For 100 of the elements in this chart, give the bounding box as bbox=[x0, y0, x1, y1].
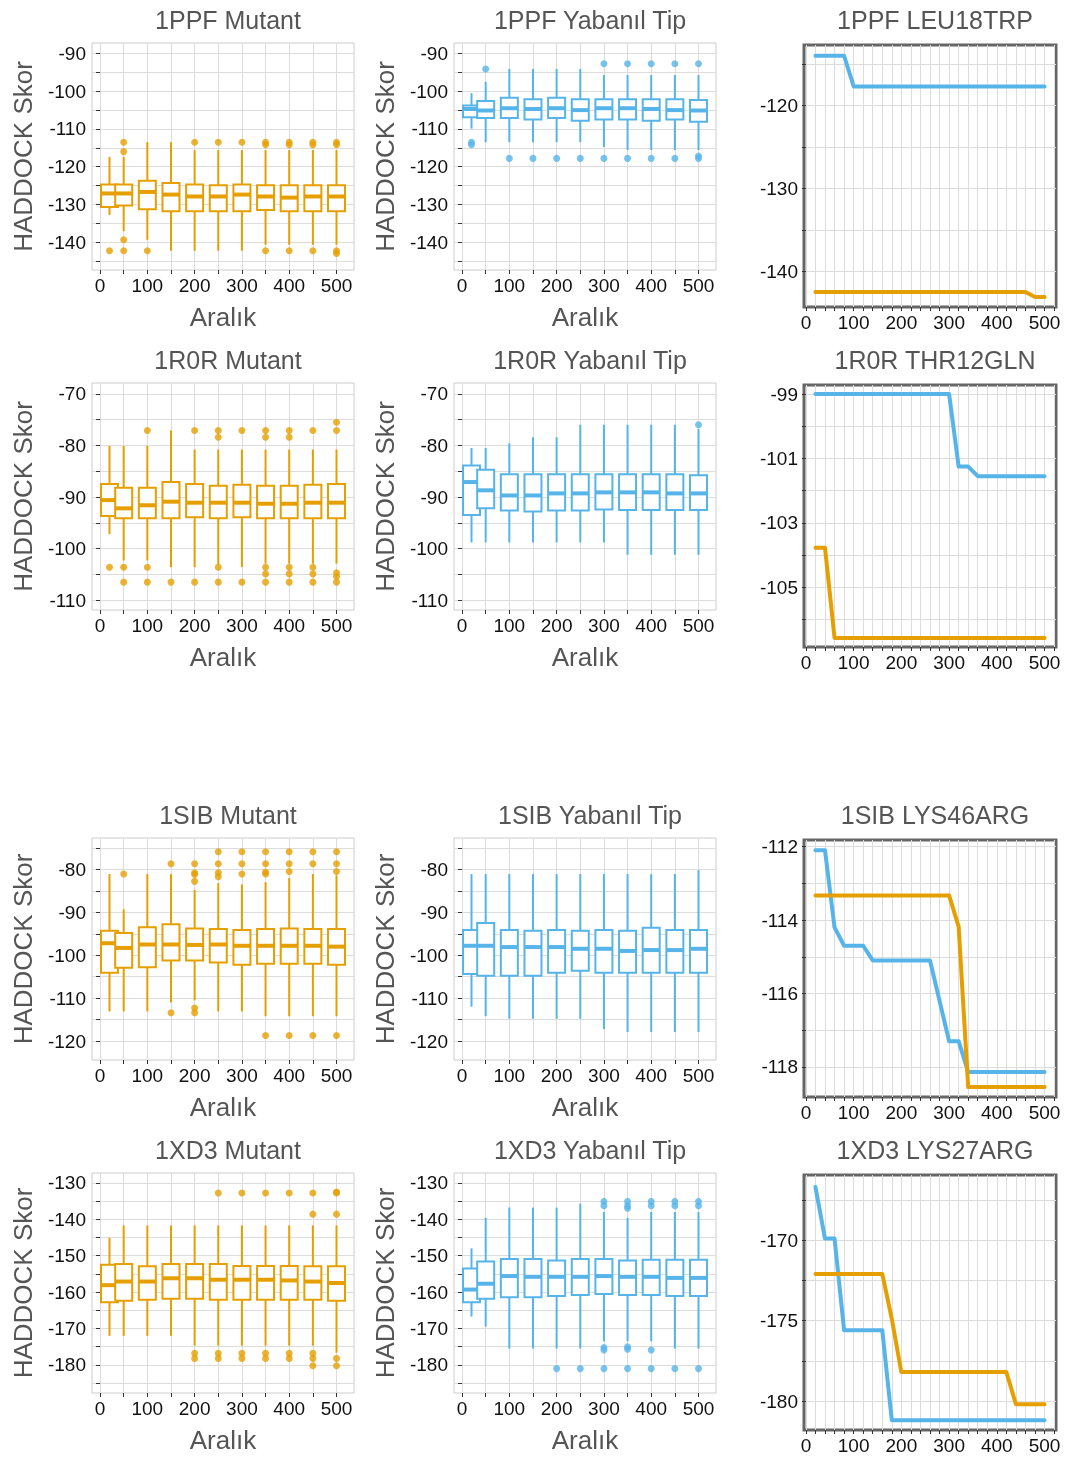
chart-title: 1SIB LYS46ARG bbox=[840, 800, 1030, 829]
x-tick-label: 200 bbox=[885, 312, 918, 333]
y-tick-label: -170 bbox=[409, 1318, 448, 1340]
x-tick-label: 0 bbox=[456, 615, 468, 636]
x-tick-label: 300 bbox=[588, 275, 620, 296]
x-tick-label: 500 bbox=[1028, 312, 1061, 333]
y-tick-label: -110 bbox=[49, 987, 86, 1009]
y-tick-label: -140 bbox=[409, 231, 448, 253]
x-tick-label: 200 bbox=[540, 1398, 573, 1419]
x-tick-label: 0 bbox=[456, 1065, 468, 1086]
y-tick-label: -100 bbox=[47, 538, 86, 560]
y-axis-title: HADDOCK Skor bbox=[370, 60, 400, 252]
chart-title: 1R0R Yabanıl Tip bbox=[493, 345, 687, 374]
x-tick-label: 200 bbox=[885, 1102, 918, 1123]
y-tick-label: -130 bbox=[47, 193, 86, 215]
x-tick-label: 200 bbox=[540, 1065, 573, 1086]
x-tick-label: 400 bbox=[980, 1435, 1013, 1456]
y-tick-label: -140 bbox=[409, 1208, 448, 1230]
chart-title: 1SIB Yabanıl Tip bbox=[498, 800, 682, 829]
y-tick-label: -140 bbox=[47, 231, 86, 253]
x-axis-title: Aralık bbox=[551, 1092, 620, 1122]
y-tick-label: -100 bbox=[47, 80, 86, 102]
x-tick-label: 500 bbox=[682, 1398, 715, 1419]
x-tick-label: 200 bbox=[540, 275, 573, 296]
y-tick-label: -70 bbox=[420, 383, 448, 405]
x-tick-label: 0 bbox=[94, 275, 106, 296]
y-tick-label: -90 bbox=[58, 486, 86, 508]
x-tick-label: 100 bbox=[837, 1102, 870, 1123]
x-tick-label: 200 bbox=[540, 615, 573, 636]
x-tick-label: 100 bbox=[131, 615, 164, 636]
y-tick-label: -120 bbox=[47, 156, 86, 178]
y-axis-title: HADDOCK Skor bbox=[370, 400, 400, 592]
y-axis-title: HADDOCK Skor bbox=[8, 60, 38, 252]
x-tick-label: 400 bbox=[273, 1398, 306, 1419]
x-tick-label: 500 bbox=[320, 1065, 353, 1086]
x-tick-label: 500 bbox=[1028, 1102, 1061, 1123]
x-tick-label: 100 bbox=[493, 615, 526, 636]
x-tick-label: 0 bbox=[456, 1398, 468, 1419]
y-tick-label: -140 bbox=[759, 260, 798, 282]
y-axis-title: HADDOCK Skor bbox=[8, 400, 38, 592]
y-tick-label: -110 bbox=[411, 118, 448, 140]
x-axis-title: Aralık bbox=[189, 1425, 258, 1455]
y-tick-label: -80 bbox=[58, 434, 86, 456]
y-tick-label: -112 bbox=[761, 836, 798, 858]
x-axis-title: Aralık bbox=[551, 642, 620, 672]
x-tick-label: 200 bbox=[178, 1398, 211, 1419]
chart-title: 1PPF Yabanıl Tip bbox=[493, 5, 687, 34]
x-tick-label: 300 bbox=[226, 1398, 258, 1419]
chart-title: 1R0R THR12GLN bbox=[834, 345, 1036, 374]
x-axis-title: Aralık bbox=[189, 302, 258, 332]
x-tick-label: 100 bbox=[493, 1398, 526, 1419]
x-tick-label: 300 bbox=[933, 1435, 965, 1456]
x-tick-label: 100 bbox=[131, 1065, 164, 1086]
y-tick-label: -170 bbox=[759, 1229, 798, 1251]
y-tick-label: -80 bbox=[420, 858, 448, 880]
x-tick-label: 500 bbox=[320, 275, 353, 296]
y-tick-label: -160 bbox=[409, 1281, 448, 1303]
y-tick-label: -110 bbox=[411, 987, 448, 1009]
y-tick-label: -100 bbox=[47, 944, 86, 966]
x-tick-label: 500 bbox=[1028, 1435, 1061, 1456]
y-axis-title: HADDOCK Skor bbox=[370, 853, 400, 1045]
x-tick-label: 300 bbox=[933, 1102, 965, 1123]
y-tick-label: -170 bbox=[47, 1318, 86, 1340]
y-tick-label: -70 bbox=[58, 383, 86, 405]
x-tick-label: 300 bbox=[933, 652, 965, 673]
chart-title: 1XD3 Mutant bbox=[155, 1135, 301, 1164]
x-tick-label: 400 bbox=[980, 1102, 1013, 1123]
x-tick-label: 100 bbox=[837, 1435, 870, 1456]
y-tick-label: -130 bbox=[759, 177, 798, 199]
x-tick-label: 500 bbox=[682, 1065, 715, 1086]
y-tick-label: -101 bbox=[759, 447, 798, 469]
x-tick-label: 400 bbox=[635, 275, 668, 296]
x-tick-label: 400 bbox=[635, 1065, 668, 1086]
x-tick-label: 200 bbox=[178, 615, 211, 636]
x-tick-label: 500 bbox=[682, 615, 715, 636]
x-tick-label: 300 bbox=[588, 1065, 620, 1086]
x-tick-label: 0 bbox=[94, 615, 106, 636]
y-tick-label: -110 bbox=[411, 589, 448, 611]
x-tick-label: 400 bbox=[273, 275, 306, 296]
y-tick-label: -180 bbox=[759, 1390, 798, 1412]
y-tick-label: -110 bbox=[49, 118, 86, 140]
y-tick-label: -140 bbox=[47, 1208, 86, 1230]
x-tick-label: 0 bbox=[456, 275, 468, 296]
y-axis-title: HADDOCK Skor bbox=[370, 1187, 400, 1379]
x-tick-label: 200 bbox=[885, 1435, 918, 1456]
chart-title: 1PPF Mutant bbox=[155, 5, 301, 34]
y-tick-label: -80 bbox=[420, 434, 448, 456]
y-tick-label: -100 bbox=[409, 538, 448, 560]
y-tick-label: -90 bbox=[420, 901, 448, 923]
x-tick-label: 400 bbox=[635, 615, 668, 636]
x-tick-label: 500 bbox=[1028, 652, 1061, 673]
x-tick-label: 300 bbox=[933, 312, 965, 333]
x-tick-label: 200 bbox=[178, 275, 211, 296]
x-axis-title: Aralık bbox=[551, 1425, 620, 1455]
x-tick-label: 400 bbox=[635, 1398, 668, 1419]
x-tick-label: 300 bbox=[226, 275, 258, 296]
y-tick-label: -180 bbox=[47, 1354, 86, 1376]
y-tick-label: -150 bbox=[47, 1245, 86, 1267]
y-axis-title: HADDOCK Skor bbox=[8, 1187, 38, 1379]
y-tick-label: -118 bbox=[761, 1056, 798, 1078]
